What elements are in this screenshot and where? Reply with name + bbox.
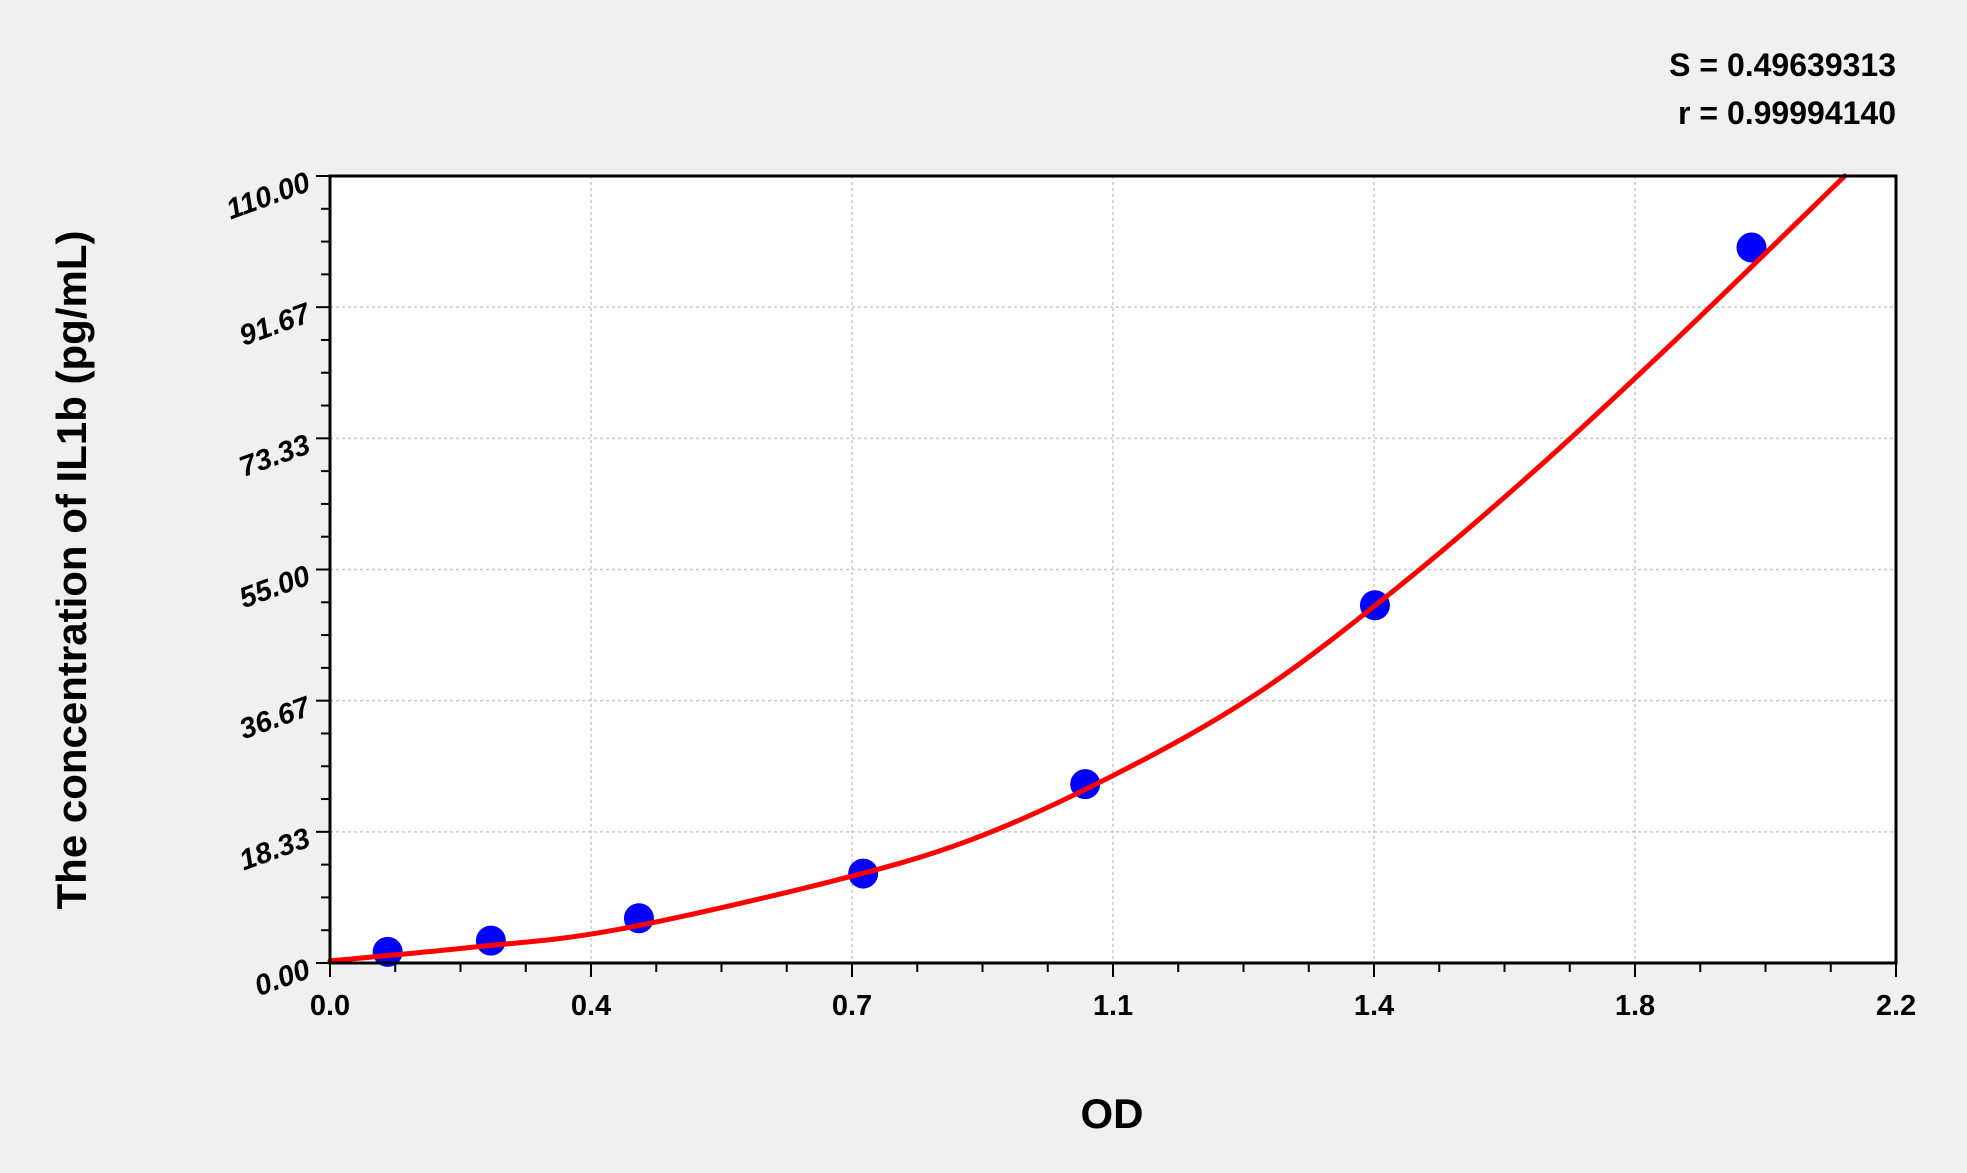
fit-curve <box>327 173 1848 964</box>
x-tick-label: 0.4 <box>571 990 611 1022</box>
x-tick-label: 1.1 <box>1093 990 1133 1022</box>
data-point <box>372 936 403 967</box>
y-tick-label: 36.67 <box>235 691 316 747</box>
r-value: r = 0.99994140 <box>1678 95 1896 131</box>
x-tick-labels: 0.0 0.4 0.7 1.1 1.4 1.8 2.2 <box>310 990 1916 1022</box>
y-tick-label: 73.33 <box>235 429 314 484</box>
y-tick-label: 110.00 <box>222 167 314 227</box>
x-tick-label: 1.8 <box>1615 990 1655 1022</box>
x-tick-label: 2.2 <box>1876 990 1916 1022</box>
x-tick-label: 1.4 <box>1354 990 1394 1022</box>
s-value: S = 0.49639313 <box>1669 47 1896 83</box>
y-tick-label: 91.67 <box>235 297 316 353</box>
y-tick-labels: 0.00 18.33 36.67 55.00 73.33 91.67 110.00 <box>222 167 316 1003</box>
x-tick-label: 0.7 <box>832 990 872 1022</box>
y-tick-label: 18.33 <box>235 822 314 877</box>
y-tick-label: 55.00 <box>235 560 314 615</box>
x-axis-title: OD <box>1081 1090 1144 1137</box>
grid <box>330 176 1896 963</box>
x-tick-label: 0.0 <box>310 990 350 1022</box>
y-tick-label: 0.00 <box>250 954 314 1003</box>
plot-frame <box>328 174 1898 965</box>
data-point <box>475 925 506 956</box>
data-point <box>1736 232 1767 263</box>
y-axis-title: The concentration of IL1b (pg/mL) <box>48 231 95 910</box>
